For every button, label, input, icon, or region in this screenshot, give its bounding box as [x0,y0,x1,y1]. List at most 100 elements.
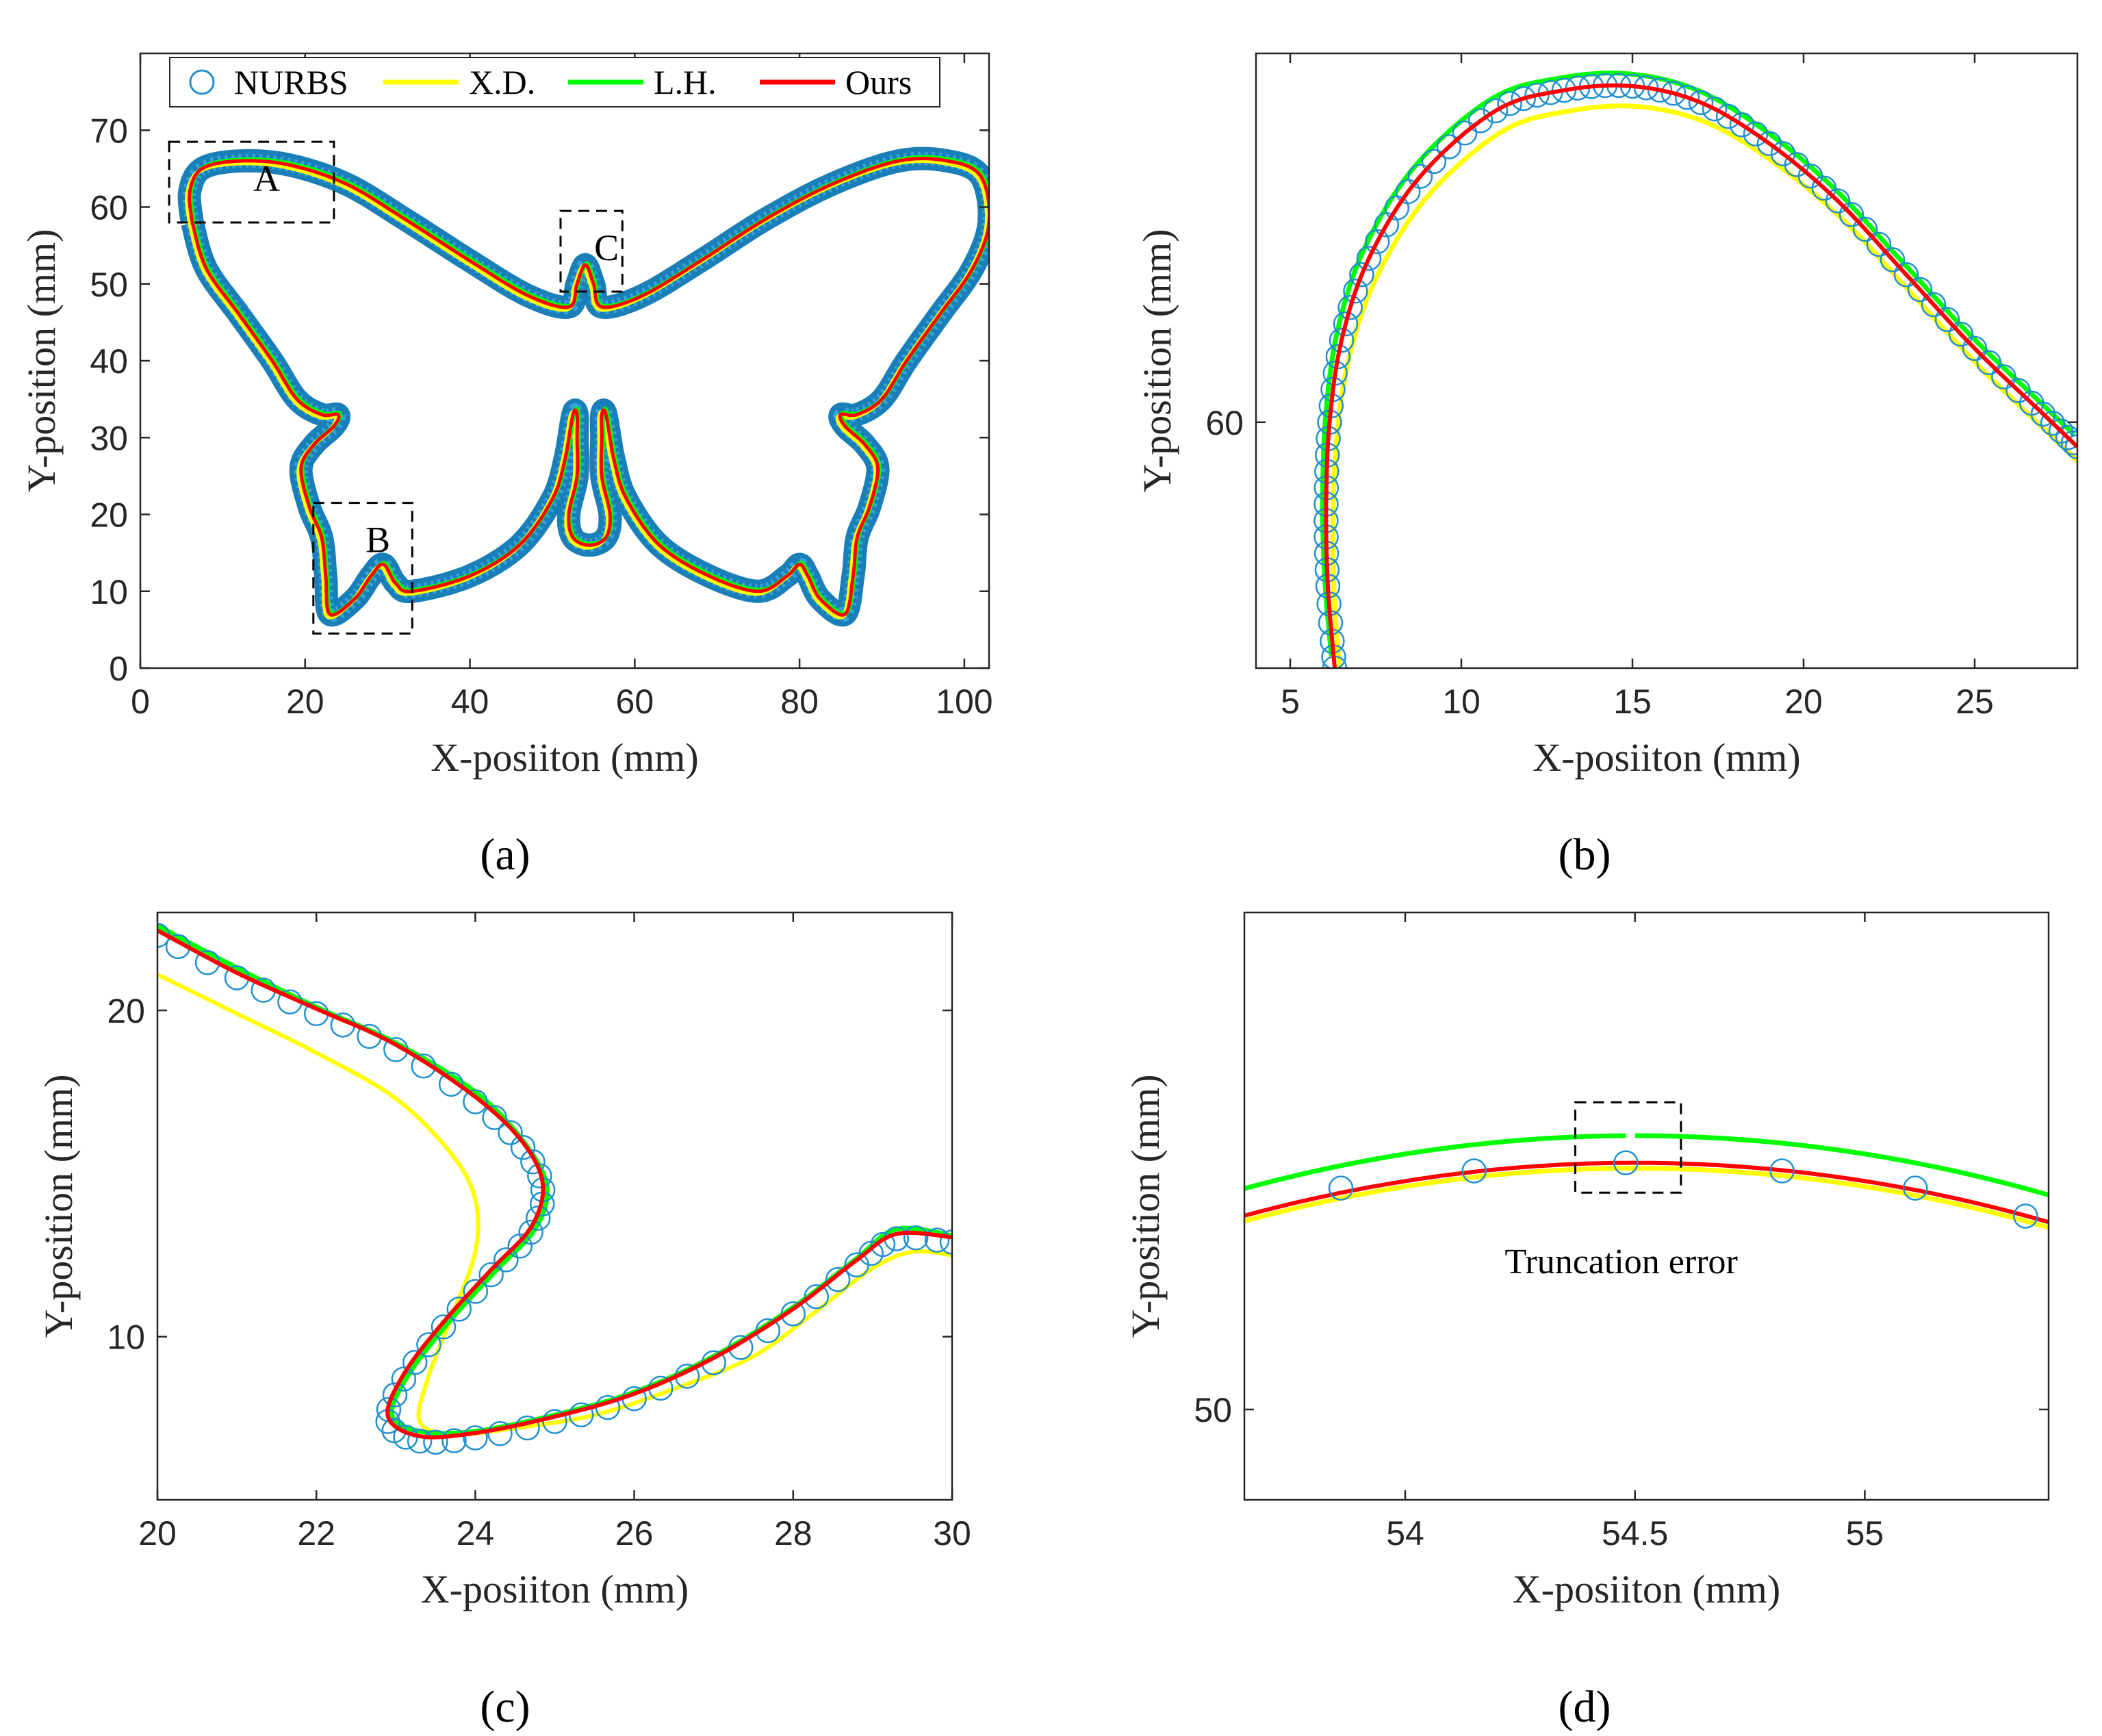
x-tick-label: 54 [1386,1514,1424,1553]
truncation-error-box [1574,1101,1682,1194]
legend: NURBS X.D. L.H. Ours [169,57,940,107]
y-tick-label: 40 [90,342,128,381]
nurbs-marker [441,1428,467,1453]
nurbs-marker [446,1297,472,1322]
nurbs-marker [527,1163,552,1188]
nurbs-marker [2030,401,2056,427]
panel-label-b: (b) [1559,830,1611,880]
panel-a: 0 20 40 60 80 100 0 10 20 30 40 50 60 70 X-posiiton (m… [19,52,993,880]
nurbs-marker [407,1428,433,1454]
nurbs-marker [1838,202,1864,227]
nurbs-marker [1852,216,1878,242]
nurbs-marker [1991,364,2016,390]
series-lh [1320,71,2076,656]
nurbs-marker [542,1409,567,1434]
plot-area [1313,71,2077,668]
nurbs-marker [1356,246,1382,271]
nurbs-marker [804,1284,830,1310]
zoom-box-a [168,140,335,224]
plot-area [1244,1133,2049,1230]
nurbs-marker [438,1071,464,1097]
y-tick-label: 50 [90,266,128,304]
nurbs-marker [1328,1175,1354,1201]
nurbs-marker [870,1231,896,1258]
nurbs-marker [1364,229,1390,255]
y-axis-label: Y-position (mm) [36,1074,81,1338]
nurbs-marker [463,1279,489,1304]
nurbs-marker [825,1266,851,1292]
series-lh-right [1635,1133,2049,1197]
nurbs-marker [487,1421,513,1446]
series-ours [1324,83,2077,668]
plot-area [157,923,952,1455]
nurbs-marker [1921,292,1947,318]
axes-frame [1243,911,2050,1501]
x-axis-label: X-posiiton (mm) [1533,735,1800,780]
nurbs-marker [416,1332,441,1357]
nurbs-marker [2013,1203,2038,1229]
nurbs-marker [1702,96,1728,122]
x-tick-label: 54.5 [1602,1514,1668,1553]
y-tick-label: 10 [107,1318,145,1357]
y-tick-label: 20 [90,496,128,535]
nurbs-marker [1452,120,1478,146]
series-xd [157,972,952,1437]
nurbs-marker [1976,350,2002,375]
series-xd [1330,103,2077,668]
nurbs-marker [1866,231,1892,257]
series-ours [157,928,952,1440]
x-tick-label: 5 [1281,682,1300,721]
legend-label: L.H. [654,63,717,101]
nurbs-marker [1688,90,1714,116]
y-tick-label: 20 [107,992,145,1030]
nurbs-marker [1421,149,1447,175]
x-tick-label: 40 [451,682,489,721]
x-tick-label: 100 [936,682,992,721]
nurbs-marker [1436,134,1462,159]
nurbs-marker [1337,294,1363,320]
nurbs-marker [411,1053,436,1079]
x-tick-label: 26 [615,1514,654,1553]
series-lh-left [1244,1133,1626,1191]
y-tick-label: 70 [90,112,128,150]
nurbs-marker [382,1382,408,1407]
y-tick-label: 0 [109,650,128,688]
y-axis-label: Y-position (mm) [19,229,64,492]
nurbs-marker [520,1149,546,1175]
nurbs-marker [1907,277,1933,303]
nurbs-marker [1395,179,1421,205]
nurbs-marker [463,1425,488,1451]
nurbs-marker [1880,247,1906,272]
nurbs-marker [2005,378,2031,403]
nurbs-marker [391,1366,417,1392]
nurbs-marker [494,1247,519,1273]
axes-frame [156,911,953,1501]
legend-marker-nurbs [189,69,215,95]
nurbs-marker [1661,80,1687,106]
x-tick-label: 22 [297,1514,335,1553]
nurbs-marker [1715,103,1741,129]
nurbs-marker [507,1234,533,1259]
nurbs-marker [2064,434,2077,459]
nurbs-marker [1769,1158,1795,1184]
panel-c: 20 22 24 26 28 30 10 20 X-posiiton (mm) Y-positio… [36,911,971,1732]
nurbs-marker [903,1225,929,1251]
x-tick-label: 30 [933,1514,971,1553]
zoom-box-label: A [253,158,280,199]
panel-b: 5 10 15 20 25 60 X-posiiton (mm) Y-position (mm… [1135,52,2079,880]
nurbs-marker [1811,175,1837,201]
nurbs-marker [1743,121,1769,146]
nurbs-marker [2055,425,2077,450]
nurbs-marker [515,1415,540,1441]
nurbs-marker [1903,1175,1928,1201]
legend-label: Ours [845,63,912,101]
nurbs-marker [2040,410,2066,436]
series-xd [185,158,989,620]
nurbs-marker [482,1105,507,1130]
y-tick-label: 60 [1205,404,1244,442]
zoom-box-label: B [366,520,390,561]
x-tick-label: 20 [286,682,324,721]
x-tick-label: 10 [1442,682,1481,721]
nurbs-marker [1343,278,1368,304]
